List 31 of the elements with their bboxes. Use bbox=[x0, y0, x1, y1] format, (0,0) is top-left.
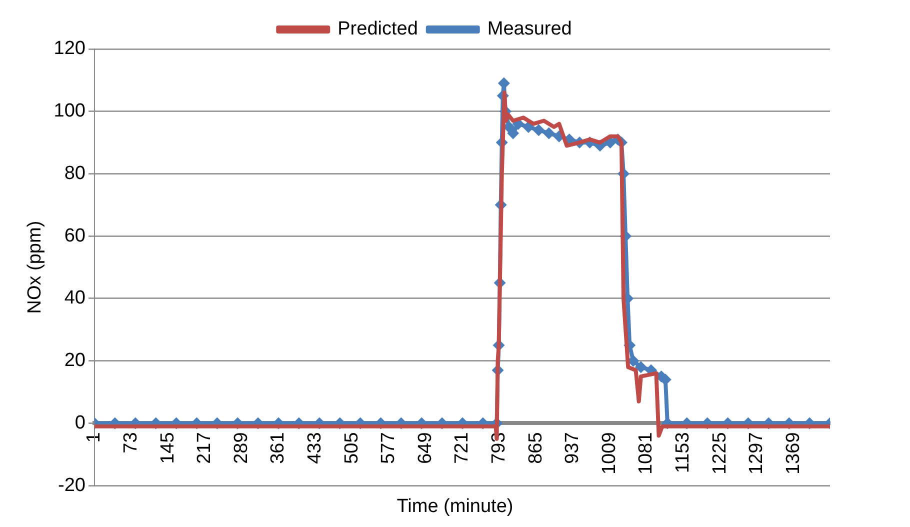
x-tick-label: 721 bbox=[452, 432, 473, 464]
x-tick-label: 1009 bbox=[598, 432, 620, 475]
x-tick-label: 865 bbox=[525, 432, 546, 464]
y-tick-label: 20 bbox=[64, 350, 86, 372]
y-tick-label: 0 bbox=[74, 412, 86, 434]
x-tick-label: 1225 bbox=[709, 432, 730, 475]
y-tick-label: 120 bbox=[54, 38, 86, 60]
x-tick-label: 145 bbox=[157, 432, 178, 464]
x-tick-label: 505 bbox=[341, 432, 362, 464]
x-tick-label: 1153 bbox=[672, 432, 694, 474]
y-axis-title: NOx (ppm) bbox=[24, 220, 46, 314]
x-axis-title: Time (minute) bbox=[396, 496, 514, 518]
y-tick-label: 80 bbox=[64, 162, 86, 184]
x-tick-label: 361 bbox=[268, 432, 289, 464]
y-tick-label: 100 bbox=[54, 100, 86, 122]
x-tick-label: 73 bbox=[120, 432, 142, 454]
x-tick-label: 433 bbox=[304, 432, 326, 464]
legend-label: Measured bbox=[487, 18, 572, 40]
x-tick-label: 1297 bbox=[746, 432, 768, 475]
x-tick-label: 1369 bbox=[782, 432, 804, 475]
x-tick-label: 289 bbox=[230, 432, 252, 464]
x-tick-label: 937 bbox=[562, 432, 584, 464]
x-tick-label: 577 bbox=[378, 432, 400, 464]
x-tick-label: 217 bbox=[194, 432, 216, 464]
y-tick-label: 60 bbox=[64, 225, 86, 246]
legend-label: Predicted bbox=[338, 18, 418, 40]
x-tick-label: 1081 bbox=[636, 432, 657, 475]
x-tick-label: 649 bbox=[414, 432, 436, 464]
y-tick-label: 40 bbox=[64, 288, 86, 309]
y-tick-label: -20 bbox=[58, 474, 86, 496]
x-tick-label: 1 bbox=[84, 432, 105, 443]
